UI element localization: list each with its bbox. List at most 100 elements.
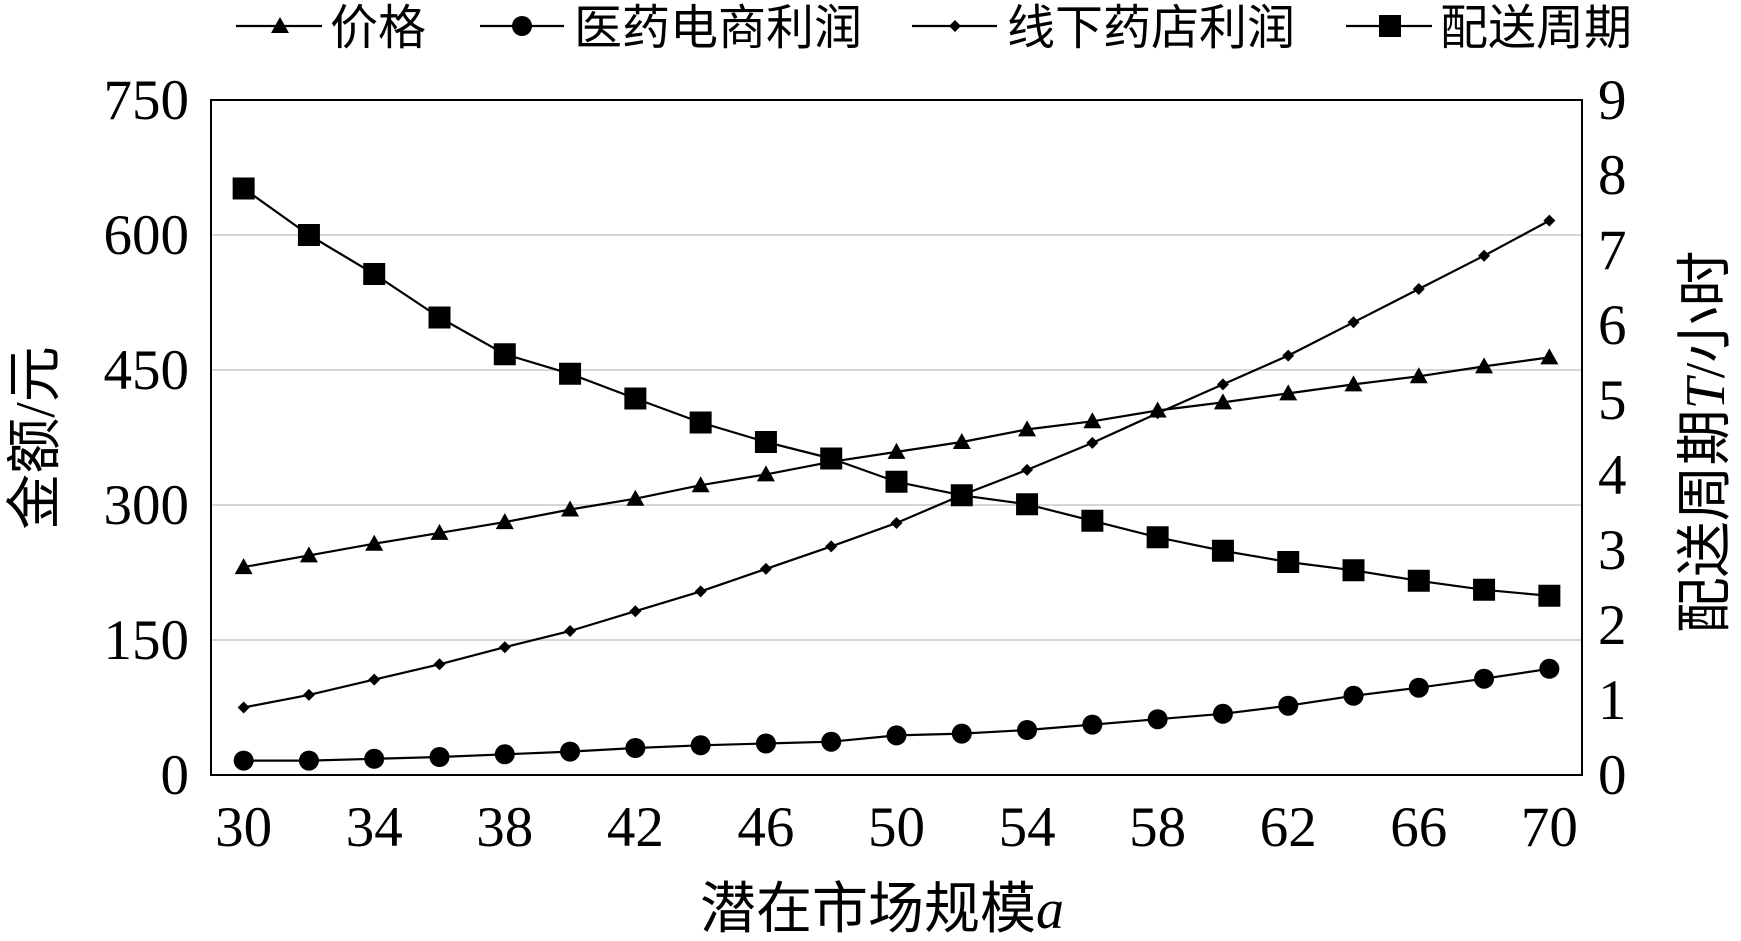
ecommerce-profit-point: [1343, 685, 1364, 706]
axis-variable-symbol: T: [1675, 374, 1737, 409]
ecommerce-profit-point: [625, 738, 646, 758]
price-point: [561, 500, 580, 517]
ecommerce-profit-point: [1147, 709, 1168, 730]
right-y-tick-label: 7: [1598, 219, 1627, 282]
offline-pharmacy-profit-point: [302, 688, 315, 701]
ecommerce-profit-point: [1278, 695, 1299, 716]
price-point: [887, 442, 906, 459]
axis-variable-symbol: a: [1036, 879, 1064, 941]
right-y-tick-label: 3: [1598, 519, 1627, 582]
legend-label-ecommerce-profit: 医药电商利润: [574, 2, 862, 55]
legend-square-marker: [1379, 15, 1401, 37]
offline-pharmacy-profit-point: [1216, 378, 1229, 391]
offline-pharmacy-profit-point: [1347, 316, 1360, 329]
price-point: [756, 465, 775, 482]
offline-pharmacy-profit-point: [237, 701, 250, 714]
legend-label-price: 价格: [330, 2, 426, 55]
ecommerce-profit-point: [821, 731, 842, 752]
offline-pharmacy-profit-point: [564, 625, 577, 637]
right-y-axis-label: 配送周期T/小时: [1675, 251, 1737, 634]
x-tick-label: 46: [737, 796, 794, 859]
right-y-axis-ticks: 0 1 2 3 4 5 6 7 8 9: [1598, 69, 1627, 807]
left-y-tick-label: 300: [104, 474, 190, 537]
offline-pharmacy-profit-point: [433, 658, 446, 671]
left-y-tick-label: 150: [104, 609, 190, 672]
delivery-cycle-point: [1342, 559, 1365, 582]
delivery-cycle-point: [1211, 539, 1234, 562]
delivery-cycle-point: [1473, 578, 1496, 601]
delivery-cycle-point: [428, 306, 451, 329]
ecommerce-profit-point: [364, 748, 385, 769]
delivery-cycle-point: [363, 263, 386, 285]
legend-diamond-marker: [949, 20, 961, 32]
series-price: [234, 348, 1559, 575]
ecommerce-profit-point: [1082, 714, 1103, 735]
right-y-tick-label: 8: [1598, 144, 1627, 207]
offline-pharmacy-profit-point: [890, 517, 903, 529]
price-point: [1018, 420, 1037, 437]
plot-area-border: [210, 99, 1583, 776]
ecommerce-profit-point: [690, 735, 711, 756]
price-point: [952, 433, 971, 449]
price-point: [626, 489, 645, 506]
right-y-tick-label: 0: [1598, 744, 1627, 807]
offline-pharmacy-profit-point: [694, 585, 707, 598]
left-y-tick-label: 600: [104, 204, 190, 267]
delivery-cycle-point: [1146, 526, 1169, 549]
legend-label-delivery-cycle: 配送周期: [1440, 2, 1632, 55]
x-axis-ticks: 30 34 38 42 46 50 54 58 62 66 70: [215, 796, 1578, 859]
offline-pharmacy-profit-point: [1151, 407, 1164, 420]
left-y-tick-label: 0: [161, 744, 190, 807]
x-tick-label: 66: [1390, 796, 1447, 859]
legend: 价格 医药电商利润 线下药店利润 配送周期: [236, 2, 1632, 55]
price-point: [430, 523, 449, 540]
x-tick-label: 62: [1260, 796, 1317, 859]
offline-pharmacy-profit-point: [759, 562, 772, 575]
price-point: [1083, 412, 1102, 429]
offline-pharmacy-profit-point: [1282, 349, 1295, 362]
delivery-cycle-point: [1277, 551, 1300, 573]
legend-item-ecommerce-profit: 医药电商利润: [480, 2, 862, 55]
delivery-cycle-point: [754, 431, 777, 453]
axis-label-text: 潜在市场规模: [700, 879, 1036, 941]
x-tick-label: 38: [476, 796, 533, 859]
delivery-cycle-point: [1407, 569, 1430, 592]
ecommerce-profit-point: [755, 733, 776, 754]
ecommerce-profit-point: [1212, 703, 1233, 724]
right-y-tick-label: 4: [1598, 444, 1627, 507]
price-point: [495, 513, 514, 530]
price-point: [691, 476, 710, 493]
ecommerce-profit-point: [560, 741, 581, 762]
price-point: [1409, 367, 1428, 384]
x-tick-label: 34: [346, 796, 403, 859]
series-offline-pharmacy-profit: [237, 214, 1556, 714]
x-tick-label: 30: [215, 796, 272, 859]
x-tick-label: 58: [1129, 796, 1186, 859]
x-tick-label: 70: [1521, 796, 1578, 859]
price-point: [365, 534, 384, 551]
offline-pharmacy-profit-point: [825, 540, 838, 553]
price-point: [1213, 393, 1232, 410]
legend-label-offline-pharmacy-profit: 线下药店利润: [1007, 2, 1295, 55]
ecommerce-profit-point: [1539, 658, 1560, 679]
price-point: [299, 546, 318, 563]
axis-label-text: /小时: [1675, 251, 1737, 379]
delivery-cycle-point: [1081, 509, 1104, 532]
legend-triangle-marker: [271, 17, 289, 33]
offline-pharmacy-profit-point: [1086, 436, 1099, 449]
x-tick-label: 50: [868, 796, 925, 859]
ecommerce-profit-point: [429, 747, 450, 767]
delivery-cycle-point: [950, 484, 973, 507]
offline-pharmacy-profit-point: [368, 673, 381, 686]
delivery-cycle-point: [1016, 493, 1039, 516]
series-delivery-cycle: [232, 177, 1561, 607]
delivery-cycle-point: [885, 470, 908, 493]
x-tick-label: 42: [607, 796, 664, 859]
delivery-cycle-point: [232, 177, 255, 200]
x-axis-label: 潜在市场规模a: [700, 879, 1064, 941]
axis-label-text: 配送周期: [1675, 409, 1737, 633]
legend-item-delivery-cycle: 配送周期: [1346, 2, 1632, 55]
offline-pharmacy-profit-point: [1412, 283, 1425, 295]
ecommerce-profit-point: [1474, 668, 1495, 689]
